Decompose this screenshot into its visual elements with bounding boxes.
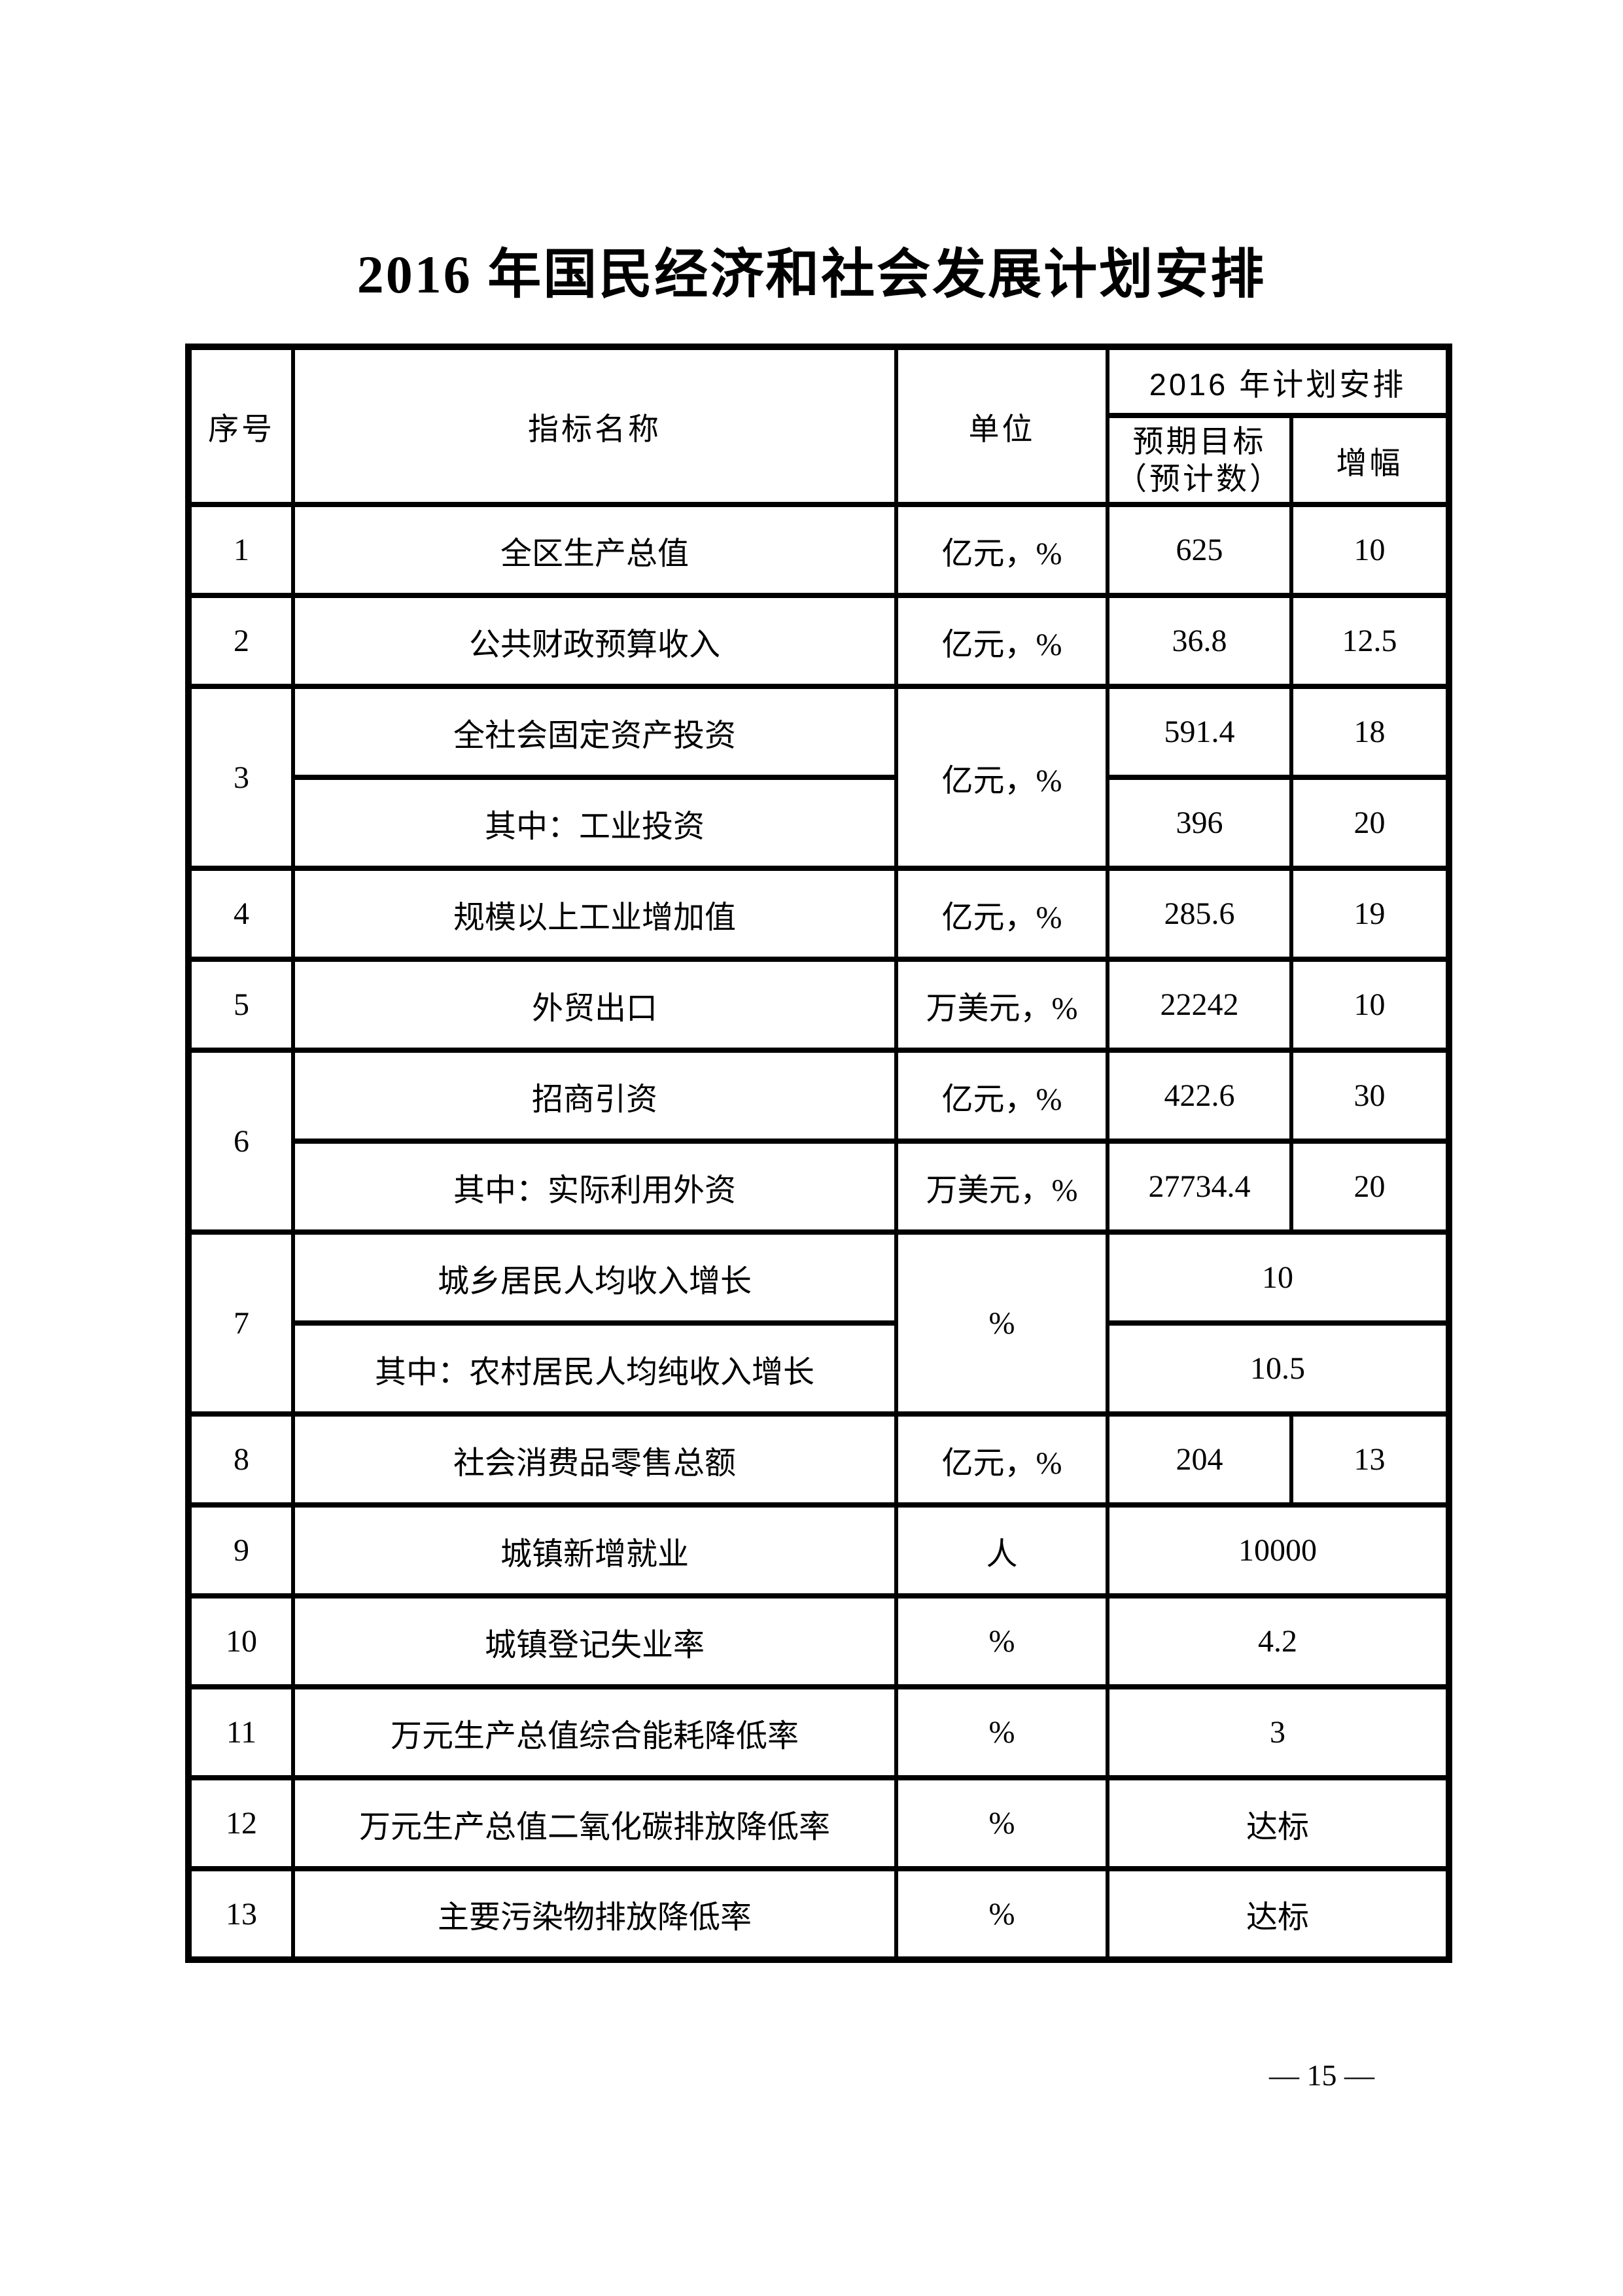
cell-no: 3 xyxy=(186,684,295,871)
cell-value: 10 xyxy=(1106,1229,1451,1326)
cell-no: 6 xyxy=(186,1048,295,1235)
cell-target: 591.4 xyxy=(1106,684,1293,780)
cell-no: 9 xyxy=(186,1502,295,1598)
cell-indicator: 全区生产总值 xyxy=(291,502,898,598)
cell-no: 11 xyxy=(186,1684,295,1780)
cell-target: 285.6 xyxy=(1106,866,1293,962)
header-indicator-name: 指标名称 xyxy=(291,344,898,507)
cell-growth: 10 xyxy=(1289,957,1451,1053)
cell-unit: 人 xyxy=(894,1502,1109,1598)
cell-no: 7 xyxy=(186,1229,295,1417)
cell-no: 1 xyxy=(186,502,295,598)
cell-value: 达标 xyxy=(1106,1866,1451,1962)
header-plan-group: 2016 年计划安排 xyxy=(1106,344,1451,418)
cell-indicator: 其中：工业投资 xyxy=(291,775,898,871)
cell-unit: % xyxy=(894,1866,1109,1962)
cell-unit: 亿元，% xyxy=(894,684,1109,871)
cell-growth: 30 xyxy=(1289,1048,1451,1144)
cell-indicator: 城镇登记失业率 xyxy=(291,1593,898,1689)
cell-indicator: 主要污染物排放降低率 xyxy=(291,1866,898,1962)
cell-indicator: 规模以上工业增加值 xyxy=(291,866,898,962)
cell-growth: 13 xyxy=(1289,1411,1451,1508)
header-target: 预期目标 （预计数） xyxy=(1106,413,1293,507)
cell-indicator: 社会消费品零售总额 xyxy=(291,1411,898,1508)
cell-unit: 亿元，% xyxy=(894,502,1109,598)
header-growth: 增幅 xyxy=(1289,413,1451,507)
cell-indicator: 万元生产总值二氧化碳排放降低率 xyxy=(291,1775,898,1871)
cell-no: 12 xyxy=(186,1775,295,1871)
cell-indicator: 万元生产总值综合能耗降低率 xyxy=(291,1684,898,1780)
cell-indicator: 其中：实际利用外资 xyxy=(291,1139,898,1235)
cell-target: 396 xyxy=(1106,775,1293,871)
cell-no: 2 xyxy=(186,593,295,689)
cell-target: 27734.4 xyxy=(1106,1139,1293,1235)
cell-indicator: 其中：农村居民人均纯收入增长 xyxy=(291,1320,898,1417)
cell-unit: 亿元，% xyxy=(894,1048,1109,1144)
cell-growth: 18 xyxy=(1289,684,1451,780)
cell-growth: 20 xyxy=(1289,1139,1451,1235)
indicators-table: 序号 指标名称 单位 2016 年计划安排 预期目标 （预计数） 增幅 1 全区… xyxy=(185,344,1452,1963)
cell-unit: 亿元，% xyxy=(894,593,1109,689)
header-unit: 单位 xyxy=(894,344,1109,507)
cell-target: 625 xyxy=(1106,502,1293,598)
cell-target: 22242 xyxy=(1106,957,1293,1053)
cell-indicator: 公共财政预算收入 xyxy=(291,593,898,689)
cell-growth: 19 xyxy=(1289,866,1451,962)
cell-indicator: 外贸出口 xyxy=(291,957,898,1053)
cell-unit: % xyxy=(894,1229,1109,1417)
cell-growth: 12.5 xyxy=(1289,593,1451,689)
cell-unit: % xyxy=(894,1593,1109,1689)
cell-indicator: 城镇新增就业 xyxy=(291,1502,898,1598)
cell-no: 5 xyxy=(186,957,295,1053)
cell-value: 达标 xyxy=(1106,1775,1451,1871)
cell-growth: 20 xyxy=(1289,775,1451,871)
header-index: 序号 xyxy=(186,344,295,507)
page-number: — 15 — xyxy=(1269,2058,1374,2092)
cell-indicator: 城乡居民人均收入增长 xyxy=(291,1229,898,1326)
cell-no: 10 xyxy=(186,1593,295,1689)
cell-target: 36.8 xyxy=(1106,593,1293,689)
cell-value: 3 xyxy=(1106,1684,1451,1780)
cell-unit: 万美元，% xyxy=(894,1139,1109,1235)
cell-value: 10.5 xyxy=(1106,1320,1451,1417)
cell-unit: % xyxy=(894,1684,1109,1780)
cell-no: 13 xyxy=(186,1866,295,1962)
cell-value: 4.2 xyxy=(1106,1593,1451,1689)
cell-no: 8 xyxy=(186,1411,295,1508)
cell-growth: 10 xyxy=(1289,502,1451,598)
cell-unit: 万美元，% xyxy=(894,957,1109,1053)
cell-no: 4 xyxy=(186,866,295,962)
cell-unit: 亿元，% xyxy=(894,1411,1109,1508)
cell-target: 204 xyxy=(1106,1411,1293,1508)
document-title: 2016 年国民经济和社会发展计划安排 xyxy=(357,245,1266,304)
cell-unit: % xyxy=(894,1775,1109,1871)
cell-target: 422.6 xyxy=(1106,1048,1293,1144)
cell-unit: 亿元，% xyxy=(894,866,1109,962)
cell-indicator: 招商引资 xyxy=(291,1048,898,1144)
cell-indicator: 全社会固定资产投资 xyxy=(291,684,898,780)
cell-value: 10000 xyxy=(1106,1502,1451,1598)
